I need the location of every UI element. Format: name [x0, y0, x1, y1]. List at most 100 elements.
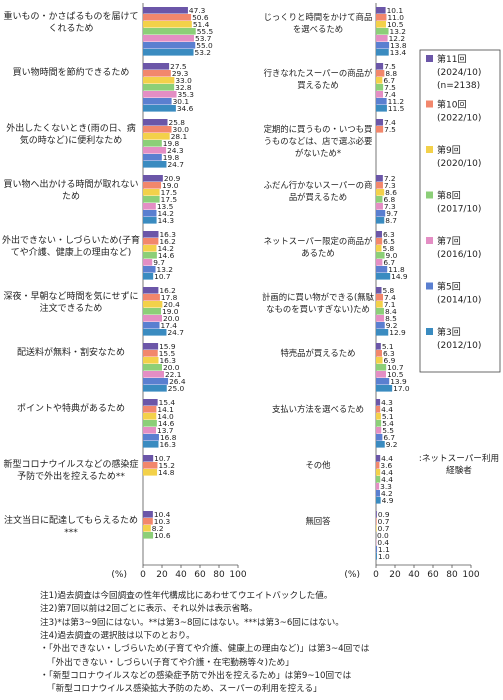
category-label: 外出したくないとき(雨の日、病気の時など)に便利なため	[6, 124, 136, 146]
bar	[376, 259, 383, 266]
value-label: 14.8	[158, 468, 175, 477]
value-label: 8.5	[385, 314, 397, 323]
bar	[143, 49, 194, 56]
x-tick-label: 60	[194, 570, 206, 580]
legend-swatch	[426, 55, 433, 62]
bar	[143, 511, 153, 518]
bar	[143, 196, 160, 203]
value-label: 9.7	[153, 258, 165, 267]
bar	[143, 77, 175, 84]
value-label: 17.5	[161, 195, 178, 204]
value-label: 53.2	[195, 48, 211, 57]
value-label: 7.5	[384, 62, 396, 71]
legend-name: 第9回	[437, 144, 461, 156]
value-label: 11.8	[388, 265, 405, 274]
value-label: 55.5	[197, 27, 214, 36]
legend-period: (2016/10)	[437, 250, 481, 260]
category-label: 特売品が買えるため	[280, 348, 356, 358]
bar	[143, 21, 192, 28]
bar	[143, 119, 168, 126]
value-label: 7.3	[384, 202, 396, 211]
bar	[143, 231, 159, 238]
value-label: 50.6	[192, 13, 209, 22]
value-label: 16.3	[159, 440, 176, 449]
bar	[376, 266, 388, 273]
value-label: 10.1	[387, 6, 404, 15]
value-label: 16.8	[160, 433, 177, 442]
bar	[376, 301, 383, 308]
legend-name: 第11回	[437, 53, 466, 65]
value-label: 10.7	[154, 272, 171, 281]
bar	[376, 77, 383, 84]
x-tick-label: 20	[156, 570, 168, 580]
bar	[376, 525, 377, 532]
bar	[143, 322, 160, 329]
value-label: 16.2	[159, 237, 175, 246]
legend-period: (2022/10)	[437, 114, 481, 124]
bar	[376, 49, 389, 56]
value-label: 8.8	[385, 69, 397, 78]
bar	[376, 469, 381, 476]
value-label: 17.5	[161, 188, 178, 197]
bar	[143, 441, 159, 448]
value-label: 4.4	[381, 405, 393, 414]
value-label: 16.3	[159, 356, 176, 365]
legend-swatch	[426, 146, 433, 153]
bar	[376, 511, 377, 518]
bar	[376, 476, 381, 483]
value-label: 28.1	[171, 132, 188, 141]
value-label: 11.0	[387, 13, 404, 22]
bar	[376, 126, 384, 133]
bar	[143, 147, 167, 154]
bar	[143, 420, 157, 427]
bar	[376, 252, 385, 259]
x-tick-label: 60	[427, 570, 439, 580]
legend-period: (2017/10)	[437, 205, 481, 215]
value-label: 22.1	[165, 370, 182, 379]
category-label: ふだん行かないスーパーの商品が買えるため	[263, 180, 373, 202]
category-label: ポイントや特典があるため	[16, 404, 125, 414]
value-label: 5.8	[383, 244, 395, 253]
value-label: 5.4	[382, 419, 394, 428]
bar	[376, 308, 384, 315]
value-label: 10.6	[154, 531, 171, 540]
bar	[376, 553, 377, 560]
value-label: 14.9	[391, 272, 408, 281]
bar	[143, 301, 163, 308]
value-label: 11.2	[388, 97, 404, 106]
bar	[143, 343, 159, 350]
bar	[376, 497, 381, 504]
value-label: 15.5	[159, 349, 176, 358]
x-tick-label: 0	[140, 570, 146, 580]
legend-swatch	[426, 191, 433, 199]
value-label: 7.5	[384, 125, 396, 134]
value-label: 51.4	[193, 20, 210, 29]
value-label: 13.8	[390, 41, 407, 50]
value-label: 12.2	[389, 34, 405, 43]
value-label: 10.4	[154, 510, 171, 519]
bar	[143, 455, 154, 462]
bar	[143, 7, 188, 14]
value-label: 16.3	[159, 230, 176, 239]
x-tick-label: 80	[446, 570, 458, 580]
bar	[143, 469, 158, 476]
value-label: 20.0	[163, 363, 180, 372]
value-label: 0.9	[378, 510, 390, 519]
legend-period: (2024/10)	[437, 68, 481, 78]
legend-swatch	[426, 282, 433, 290]
category-label: 注文当日に配達してもらえるため***	[3, 516, 138, 538]
category-label: 買い物へ出かける時間が取れないため	[3, 180, 139, 202]
value-label: 5.5	[382, 426, 394, 435]
bar	[376, 203, 383, 210]
bar	[376, 364, 387, 371]
bar	[376, 378, 390, 385]
value-label: 15.9	[159, 342, 176, 351]
bar	[143, 308, 162, 315]
legend-swatch	[426, 237, 433, 244]
bar	[143, 273, 154, 280]
value-label: 5.1	[382, 412, 394, 421]
x-tick-label: 40	[408, 570, 420, 580]
value-label: 0.0	[377, 531, 389, 540]
legend-n: (n=2138)	[437, 81, 480, 91]
